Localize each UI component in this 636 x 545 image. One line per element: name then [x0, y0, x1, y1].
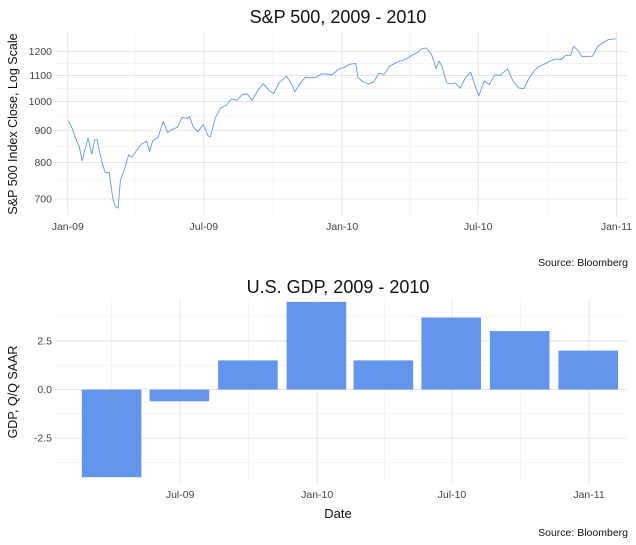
gdp-y-tick-label: 2.5: [37, 335, 52, 347]
gdp-x-axis-label: Date: [324, 506, 351, 521]
sp500-title: S&P 500, 2009 - 2010: [250, 7, 427, 27]
sp500-y-axis-label: S&P 500 Index Close, Log Scale: [6, 33, 20, 214]
sp500-y-tick-label: 1200: [29, 46, 53, 58]
gdp-y-tick-label: 0.0: [37, 384, 52, 396]
sp500-source-caption: Source: Bloomberg: [538, 257, 628, 269]
gdp-bar: [489, 331, 550, 390]
sp500-panel: [55, 32, 627, 215]
gdp-bar: [421, 317, 481, 390]
gdp-bar: [558, 350, 618, 390]
gdp-x-tick-label: Jul-10: [438, 489, 467, 501]
gdp-bar: [286, 301, 347, 390]
sp500-chart: S&P 500, 2009 - 2010 700 800 900 1000 1100 12…: [6, 7, 632, 269]
sp500-y-tick-label: 800: [34, 157, 52, 169]
gdp-bar: [149, 389, 210, 402]
gdp-x-tick-label: Jul-09: [166, 489, 195, 501]
gdp-source-caption: Source: Bloomberg: [538, 527, 628, 539]
sp500-y-tick-label: 900: [34, 125, 52, 137]
gdp-x-tick-label: Jan-11: [573, 489, 604, 501]
sp500-x-tick-label: Jan-09: [52, 221, 84, 233]
sp500-y-tick-label: 700: [34, 193, 52, 205]
sp500-y-tick-label: 1100: [29, 70, 52, 82]
gdp-y-ticks: -2.5 0.0 2.5: [34, 335, 52, 444]
gdp-bars: [81, 301, 618, 478]
sp500-x-tick-label: Jul-10: [464, 221, 493, 233]
gdp-bar: [218, 360, 278, 390]
sp500-y-tick-label: 1000: [29, 96, 53, 108]
sp500-x-ticks: Jan-09 Jul-09 Jan-10 Jul-10 Jan-11: [52, 221, 633, 233]
sp500-series-line: [68, 38, 616, 209]
gdp-bar: [81, 389, 142, 478]
gdp-gridlines: [55, 300, 627, 483]
gdp-chart: U.S. GDP, 2009 - 2010 -2.50.02.5 Jul-09 J…: [6, 277, 628, 539]
gdp-bar: [353, 360, 414, 390]
gdp-title: U.S. GDP, 2009 - 2010: [247, 277, 430, 297]
gdp-x-tick-label: Jan-10: [301, 489, 333, 501]
sp500-x-tick-label: Jan-11: [601, 221, 632, 233]
sp500-y-ticks: 700 800 900 1000 1100 1200: [29, 46, 53, 205]
sp500-gridlines: [55, 32, 627, 215]
gdp-x-ticks: Jul-09 Jan-10 Jul-10 Jan-11: [166, 489, 605, 501]
gdp-y-tick-label: -2.5: [34, 433, 52, 445]
gdp-y-axis-label: GDP, Q/Q SAAR: [6, 346, 20, 439]
sp500-x-tick-label: Jan-10: [326, 221, 358, 233]
sp500-x-tick-label: Jul-09: [190, 221, 219, 233]
